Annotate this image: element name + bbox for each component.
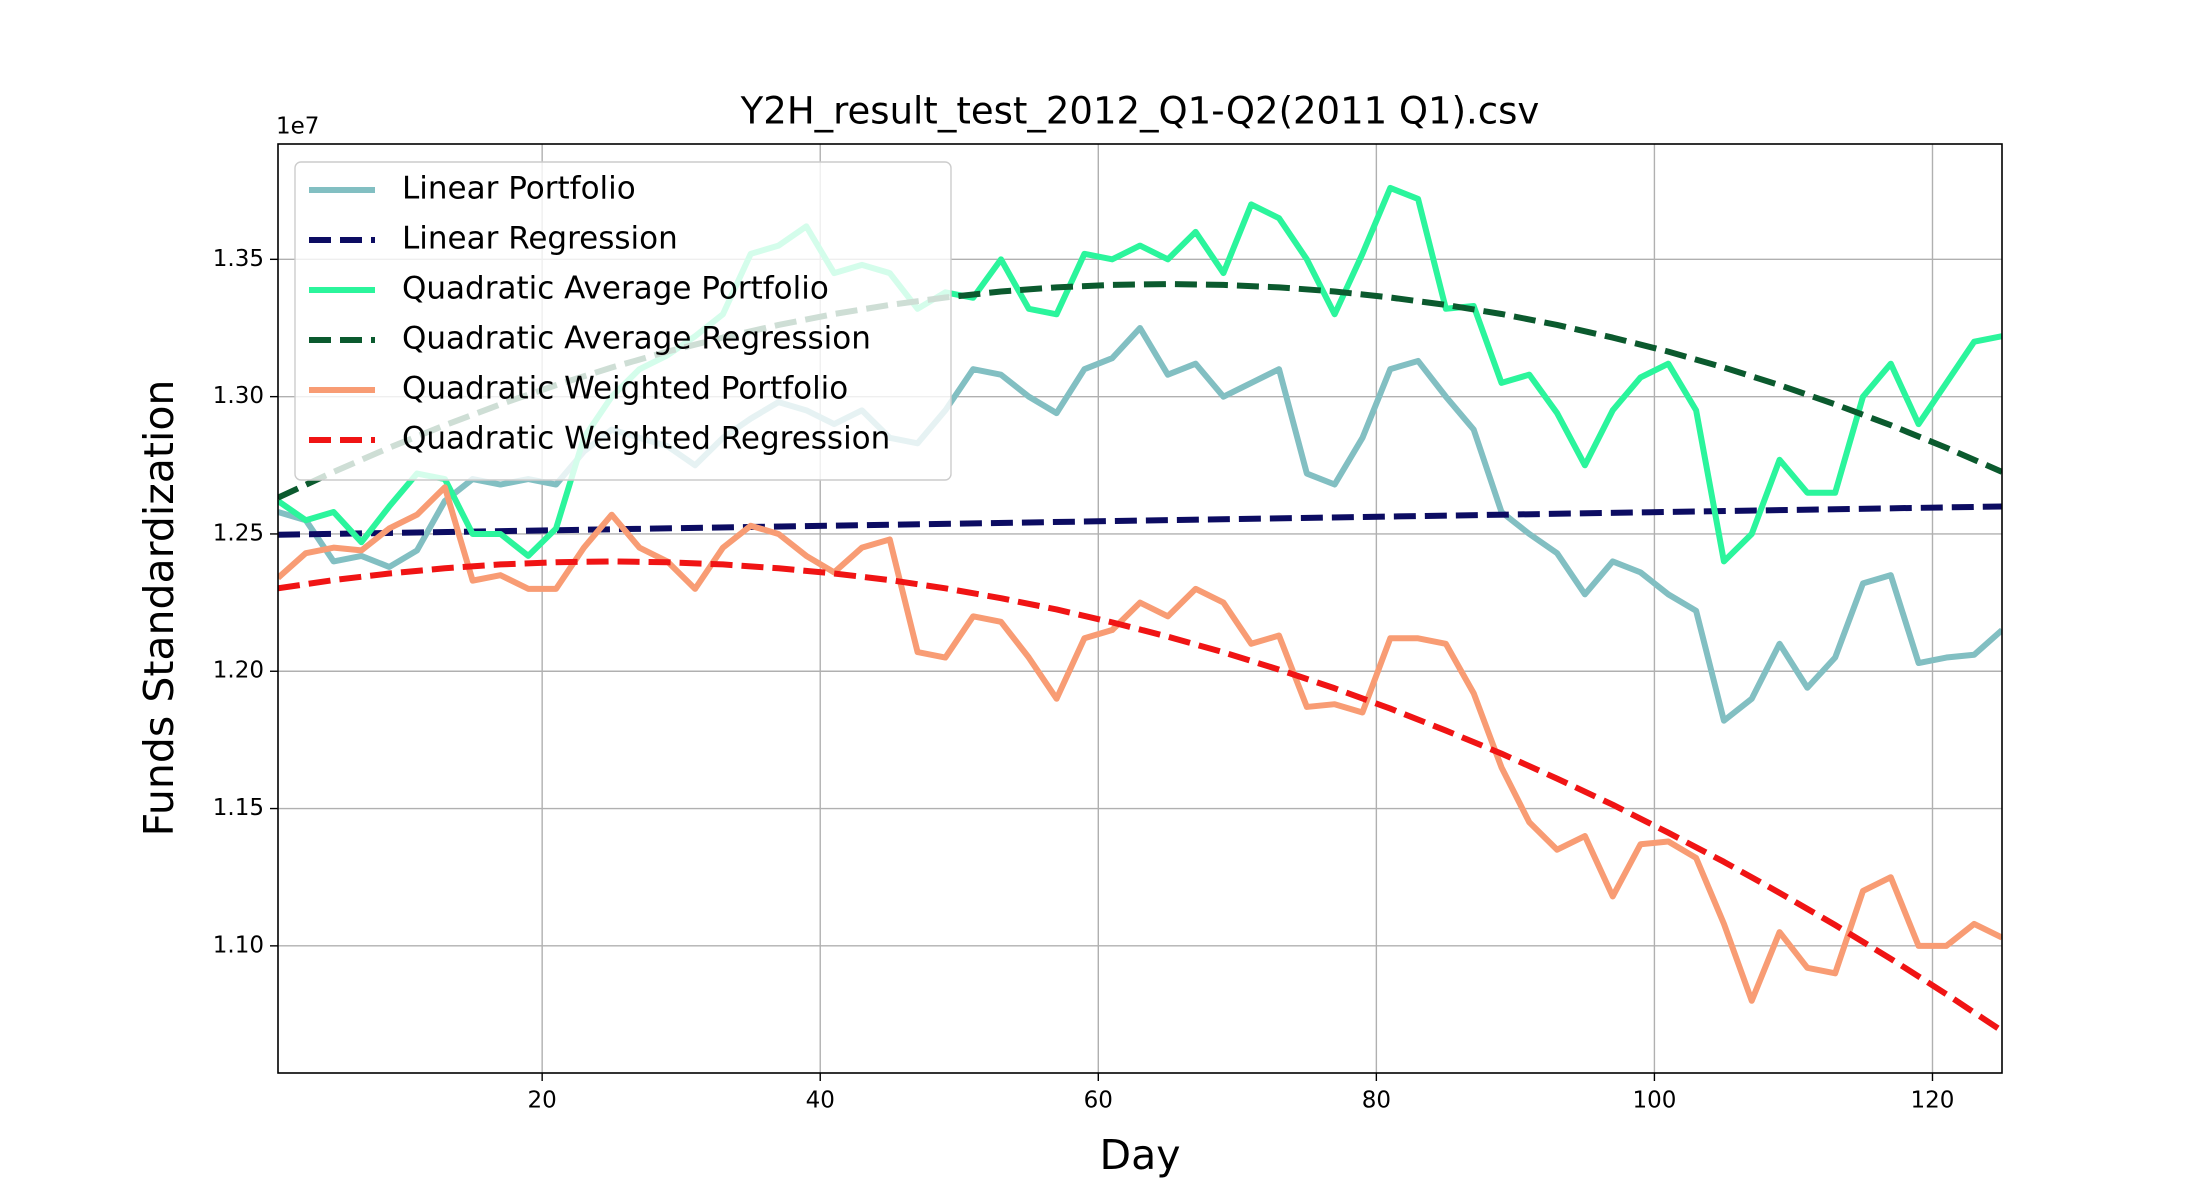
y-tick-label: 1.35 bbox=[213, 246, 264, 272]
series-line bbox=[278, 281, 2002, 501]
plot-frame bbox=[277, 143, 2003, 1074]
series-line bbox=[278, 184, 2002, 565]
plot-lines bbox=[278, 184, 2002, 1034]
legend-label: Quadratic Weighted Regression bbox=[402, 421, 890, 457]
legend-label: Quadratic Weighted Portfolio bbox=[402, 371, 848, 407]
x-tick-label: 60 bbox=[1084, 1088, 1113, 1114]
legend-label: Quadratic Average Portfolio bbox=[402, 271, 829, 307]
legend: Linear Portfolio Linear Regression Quadrat… bbox=[294, 161, 952, 481]
x-tick-label: 120 bbox=[1911, 1088, 1955, 1114]
x-axis-label: Day bbox=[1100, 1131, 1181, 1179]
y-axis-label: Funds Standardization bbox=[135, 380, 183, 837]
series-line bbox=[278, 558, 2002, 1034]
legend-label: Linear Portfolio bbox=[402, 171, 636, 207]
y-tick-label: 1.30 bbox=[213, 383, 264, 409]
legend-box bbox=[294, 161, 952, 481]
y-tick-label: 1.25 bbox=[213, 520, 264, 546]
legend-label: Linear Regression bbox=[402, 221, 678, 257]
legend-label: Quadratic Average Regression bbox=[402, 321, 871, 357]
series-line bbox=[278, 484, 2002, 1004]
x-tick-label: 20 bbox=[528, 1088, 557, 1114]
grid bbox=[278, 144, 2002, 1073]
chart-title: Y2H_result_test_2012_Q1-Q2(2011 Q1).csv bbox=[740, 90, 1540, 133]
y-offset-label: 1e7 bbox=[276, 114, 319, 140]
x-tick-label: 40 bbox=[806, 1088, 835, 1114]
y-tick-label: 1.20 bbox=[213, 658, 264, 684]
y-tick-label: 1.10 bbox=[213, 932, 264, 958]
ticks: 20 40 60 80 100 120 1.10 1.15 1.20 1.25 1.30 1.35 bbox=[213, 246, 1955, 1114]
x-tick-label: 100 bbox=[1632, 1088, 1676, 1114]
x-tick-label: 80 bbox=[1362, 1088, 1391, 1114]
y-tick-label: 1.15 bbox=[213, 795, 264, 821]
